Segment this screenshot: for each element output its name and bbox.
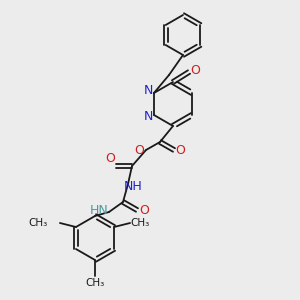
Text: N: N <box>143 85 153 98</box>
Text: O: O <box>139 203 149 217</box>
Text: CH₃: CH₃ <box>85 278 105 288</box>
Text: O: O <box>175 145 185 158</box>
Text: NH: NH <box>124 179 142 193</box>
Text: HN: HN <box>90 203 108 217</box>
Text: O: O <box>134 145 144 158</box>
Text: N: N <box>143 110 153 124</box>
Text: CH₃: CH₃ <box>130 218 150 228</box>
Text: CH₃: CH₃ <box>29 218 48 228</box>
Text: O: O <box>105 152 115 164</box>
Text: O: O <box>190 64 200 77</box>
